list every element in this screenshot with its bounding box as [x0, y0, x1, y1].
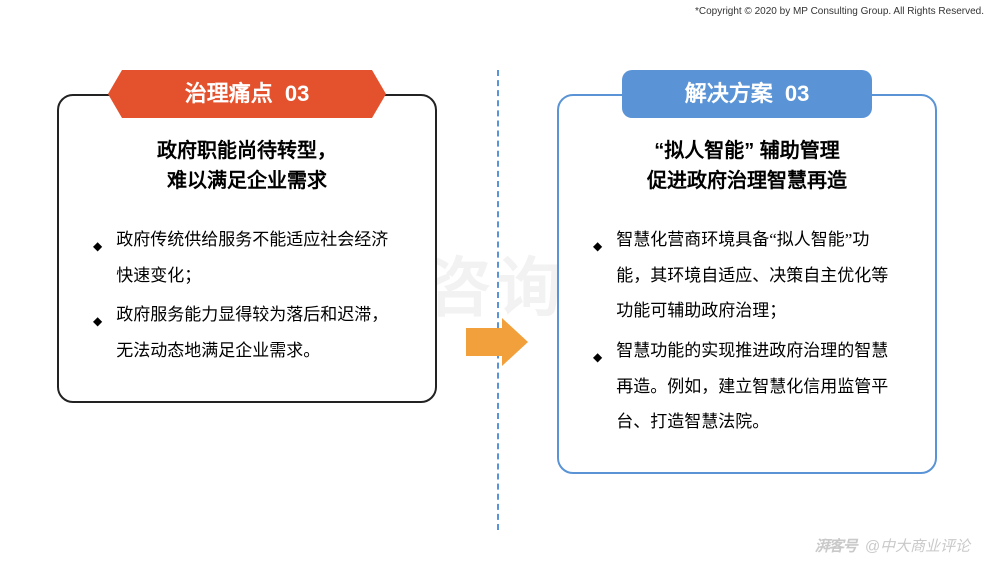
list-item: ◆ 政府传统供给服务不能适应社会经济快速变化；: [93, 222, 401, 293]
list-item: ◆ 智慧功能的实现推进政府治理的智慧再造。例如，建立智慧化信用监管平台、打造智慧…: [593, 333, 901, 440]
footer-text: @中大商业评论: [865, 535, 970, 556]
list-item-text: 政府传统供给服务不能适应社会经济快速变化；: [116, 222, 401, 293]
list-item-text: 智慧功能的实现推进政府治理的智慧再造。例如，建立智慧化信用监管平台、打造智慧法院…: [616, 333, 901, 440]
footer-watermark: 湃客号 @中大商业评论: [815, 535, 970, 556]
bullet-icon: ◆: [93, 234, 102, 259]
pain-point-panel: 政府职能尚待转型， 难以满足企业需求 ◆ 政府传统供给服务不能适应社会经济快速变…: [57, 94, 437, 403]
divider-column: [447, 70, 547, 530]
pain-point-label-num: 03: [285, 81, 309, 106]
list-item-text: 政府服务能力显得较为落后和迟滞，无法动态地满足企业需求。: [116, 297, 401, 368]
bullet-icon: ◆: [593, 234, 602, 259]
bullet-icon: ◆: [93, 309, 102, 334]
list-item-text: 智慧化营商环境具备“拟人智能”功能，其环境自适应、决策自主优化等功能可辅助政府治…: [616, 222, 901, 329]
arrow-right-icon: [466, 318, 528, 366]
solution-panel: “拟人智能” 辅助管理 促进政府治理智慧再造 ◆ 智慧化营商环境具备“拟人智能”…: [557, 94, 937, 474]
solution-title: “拟人智能” 辅助管理 促进政府治理智慧再造: [589, 136, 905, 196]
vertical-dashed-divider: [497, 70, 499, 530]
footer-logo: 湃客号: [815, 535, 857, 556]
left-panel-wrap: 治理痛点 03 政府职能尚待转型， 难以满足企业需求 ◆ 政府传统供给服务不能适…: [47, 70, 447, 403]
pain-point-label-text: 治理痛点: [185, 81, 273, 106]
solution-label: 解决方案 03: [622, 70, 872, 118]
list-item: ◆ 智慧化营商环境具备“拟人智能”功能，其环境自适应、决策自主优化等功能可辅助政…: [593, 222, 901, 329]
pain-point-title: 政府职能尚待转型， 难以满足企业需求: [89, 136, 405, 196]
right-panel-wrap: 解决方案 03 “拟人智能” 辅助管理 促进政府治理智慧再造 ◆ 智慧化营商环境…: [547, 70, 947, 474]
solution-list: ◆ 智慧化营商环境具备“拟人智能”功能，其环境自适应、决策自主优化等功能可辅助政…: [589, 222, 905, 440]
solution-label-num: 03: [785, 81, 809, 106]
solution-label-text: 解决方案: [685, 81, 773, 106]
list-item: ◆ 政府服务能力显得较为落后和迟滞，无法动态地满足企业需求。: [93, 297, 401, 368]
main-container: 治理痛点 03 政府职能尚待转型， 难以满足企业需求 ◆ 政府传统供给服务不能适…: [0, 0, 994, 530]
pain-point-label: 治理痛点 03: [122, 70, 372, 118]
pain-point-list: ◆ 政府传统供给服务不能适应社会经济快速变化； ◆ 政府服务能力显得较为落后和迟…: [89, 222, 405, 369]
bullet-icon: ◆: [593, 345, 602, 370]
